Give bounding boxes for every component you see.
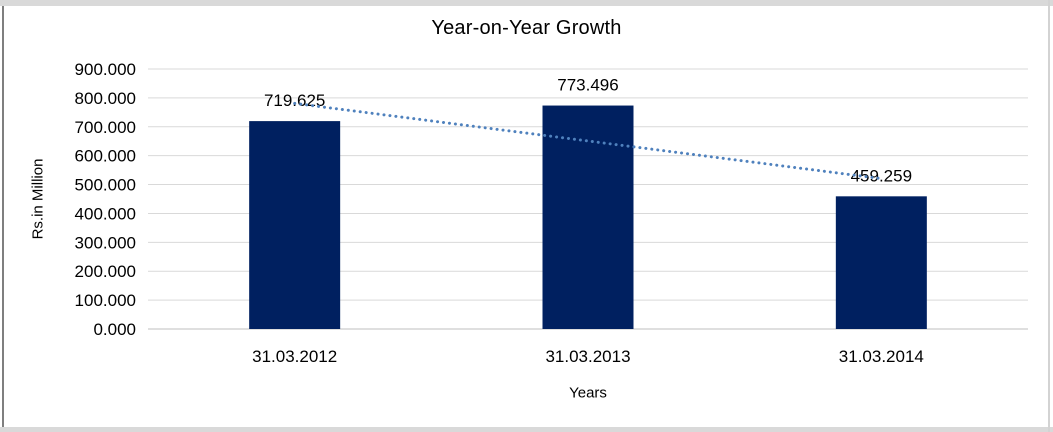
data-label: 459.259 bbox=[851, 166, 912, 185]
x-axis-title: Years bbox=[569, 384, 607, 402]
right-border-line bbox=[1048, 0, 1050, 432]
y-tick-label: 400.000 bbox=[75, 204, 136, 223]
y-tick-label: 100.000 bbox=[75, 291, 136, 310]
data-label: 719.625 bbox=[264, 91, 325, 110]
x-tick-label: 31.03.2013 bbox=[545, 347, 630, 366]
data-label: 773.496 bbox=[557, 76, 618, 95]
y-tick-label: 700.000 bbox=[75, 118, 136, 137]
bar-31.03.2014 bbox=[835, 196, 927, 329]
y-tick-label: 300.000 bbox=[75, 233, 136, 252]
trendline bbox=[293, 101, 883, 181]
chart-title: Year-on-Year Growth bbox=[431, 17, 622, 39]
y-tick-label: 0.000 bbox=[93, 320, 136, 339]
y-tick-label: 600.000 bbox=[75, 147, 136, 166]
x-tick-label: 31.03.2014 bbox=[839, 347, 924, 366]
bar-31.03.2012 bbox=[249, 121, 341, 329]
x-tick-label: 31.03.2012 bbox=[252, 347, 337, 366]
y-tick-label: 200.000 bbox=[75, 262, 136, 281]
left-border-line bbox=[2, 6, 4, 427]
top-page-band bbox=[0, 0, 1053, 6]
y-tick-label: 500.000 bbox=[75, 176, 136, 195]
y-tick-label: 800.000 bbox=[75, 89, 136, 108]
y-tick-label: 900.000 bbox=[75, 60, 136, 79]
bottom-page-band bbox=[0, 427, 1053, 432]
bar-31.03.2013 bbox=[542, 105, 634, 330]
